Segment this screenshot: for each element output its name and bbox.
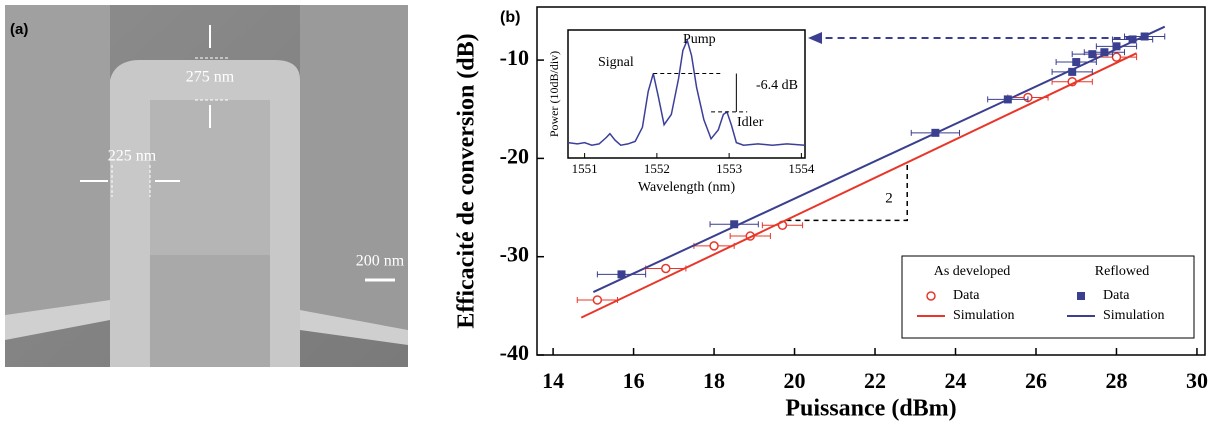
annotation: Signal — [598, 55, 634, 70]
data-point — [1088, 50, 1097, 59]
slope-label: 2 — [885, 190, 893, 206]
y-tick-label: -40 — [500, 340, 529, 365]
y-axis-label: Power (10dB/div) — [547, 51, 561, 137]
legend-group: Reflowed — [1095, 264, 1149, 279]
legend-label: Data — [1103, 288, 1130, 303]
panel-label: (b) — [500, 9, 520, 26]
legend-box — [901, 255, 1195, 339]
scale-label: 200 nm — [356, 253, 405, 270]
legend-swatch — [926, 291, 936, 301]
y-tick-label: -20 — [500, 143, 529, 168]
y-tick-label: -10 — [500, 45, 529, 70]
y-axis-label: Efficacité de conversion (dB) — [454, 33, 480, 328]
x-tick-label: 24 — [945, 368, 967, 393]
x-tick-label: 1552 — [644, 161, 670, 176]
legend-label: Simulation — [1103, 308, 1164, 323]
legend-swatch — [1077, 292, 1085, 300]
x-tick-label: 1554 — [788, 161, 815, 176]
sim-line — [580, 52, 1138, 319]
sem-image — [5, 5, 408, 367]
inset-frame — [567, 29, 806, 159]
spectrum-line — [567, 37, 806, 147]
data-point — [617, 270, 626, 279]
data-point — [1112, 42, 1121, 51]
arrow-head — [808, 32, 822, 44]
x-tick-label: 26 — [1025, 368, 1047, 393]
data-point — [1100, 48, 1109, 57]
x-tick-label: 22 — [864, 368, 886, 393]
dimension-label: 275 nm — [186, 69, 235, 86]
data-point — [730, 220, 739, 229]
data-point — [709, 241, 719, 251]
dimension-label: 225 nm — [108, 148, 157, 165]
sim-line — [592, 25, 1166, 293]
x-tick-label: 28 — [1105, 368, 1127, 393]
x-tick-label: 30 — [1186, 368, 1208, 393]
x-tick-label: 1551 — [572, 161, 598, 176]
y-tick-label: -30 — [500, 242, 529, 267]
data-point — [661, 263, 671, 274]
annotation: Idler — [737, 115, 764, 130]
x-tick-label: 20 — [784, 368, 806, 393]
x-tick-label: 16 — [623, 368, 645, 393]
data-point — [1128, 35, 1137, 44]
data-point — [1068, 67, 1077, 76]
x-axis-label: Puissance (dBm) — [785, 396, 956, 422]
panel-label: (a) — [10, 21, 28, 38]
x-tick-label: 14 — [542, 368, 564, 393]
data-point — [1111, 52, 1122, 62]
annotation: -6.4 dB — [756, 78, 798, 93]
legend-label: Simulation — [953, 308, 1014, 323]
x-tick-label: 18 — [703, 368, 725, 393]
data-point — [1072, 58, 1081, 67]
legend-label: Data — [953, 288, 980, 303]
x-tick-label: 1553 — [716, 161, 742, 176]
data-point — [592, 295, 603, 305]
slope-guide — [786, 161, 908, 222]
legend-group: As developed — [934, 264, 1011, 279]
x-axis-label: Wavelength (nm) — [638, 180, 736, 195]
annotation: Pump — [683, 32, 716, 47]
